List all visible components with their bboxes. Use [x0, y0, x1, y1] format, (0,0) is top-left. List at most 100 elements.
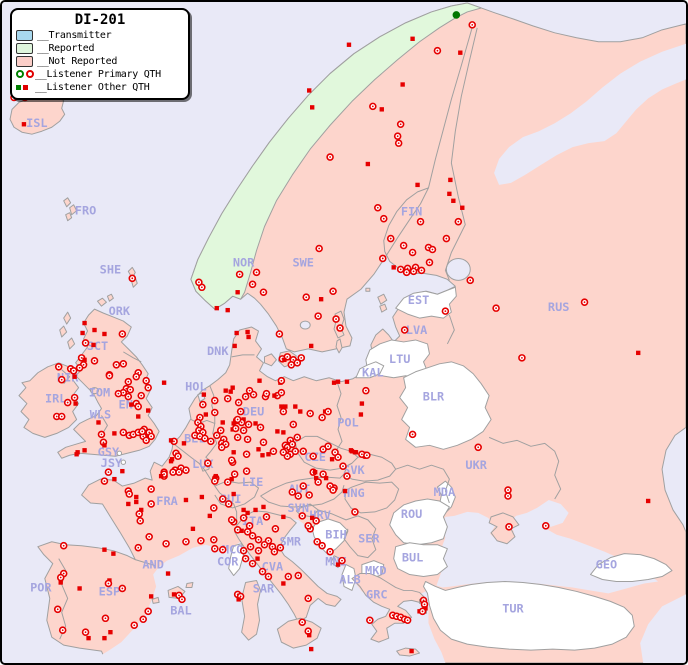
legend-label: __Listener Other QTH: [35, 81, 150, 93]
listener-primary-qth-marker: [288, 488, 297, 496]
listener-primary-qth-marker: [318, 413, 326, 422]
legend-swatch: [16, 42, 33, 54]
listener-other-qth-marker: [136, 414, 141, 419]
crimea-peninsula: [488, 512, 520, 545]
country-label-bul: BUL: [402, 551, 424, 565]
hebrides: [59, 311, 76, 350]
listener-other-qth-marker: [58, 580, 63, 585]
listener-primary-qth-marker: [144, 383, 152, 392]
listener-primary-qth-marker: [119, 428, 128, 437]
island-oland: [335, 338, 343, 354]
listener-primary-qth-marker: [104, 468, 113, 476]
legend-title: DI-201: [74, 12, 126, 28]
listener-primary-qth-marker: [134, 543, 143, 552]
country-label-nor: NOR: [233, 255, 255, 269]
listener-primary-qth-marker: [239, 514, 248, 522]
country-label-tur: TUR: [502, 601, 524, 615]
listener-other-qth-marker: [282, 357, 287, 363]
legend-label: __Listener Primary QTH: [35, 68, 161, 80]
listener-primary-qth-marker: [126, 385, 135, 394]
listener-other-qth-marker: [245, 510, 250, 516]
listener-primary-qth-marker: [408, 248, 417, 257]
listener-primary-qth-marker: [125, 490, 134, 498]
listener-other-qth-marker: [145, 408, 151, 413]
country-label-ork: ORK: [109, 304, 131, 318]
listener-primary-qth-marker: [343, 472, 351, 480]
listener-primary-qth-marker: [256, 423, 265, 432]
listener-primary-qth-marker: [212, 431, 221, 440]
listener-other-qth-marker: [228, 389, 233, 394]
country-label-geo: GEO: [596, 558, 618, 572]
southeast-corner-sea: [640, 594, 686, 663]
listener-other-qth-marker: [460, 205, 465, 210]
country-label-mkd: MKD: [365, 564, 387, 578]
listener-primary-qth-marker: [454, 217, 463, 226]
listener-other-qth-marker: [112, 476, 117, 482]
other-qth-icon: [16, 84, 35, 90]
listener-primary-qth-marker: [147, 432, 155, 441]
listener-other-qth-marker: [352, 450, 358, 455]
listener-other-qth-marker: [183, 497, 189, 503]
listener-primary-qth-marker: [264, 572, 273, 581]
listener-other-qth-marker: [168, 459, 174, 464]
country-label-ukr: UKR: [465, 458, 487, 472]
listener-primary-qth-marker: [63, 398, 72, 407]
listener-other-qth-marker: [313, 475, 319, 481]
listener-other-qth-marker: [102, 331, 107, 337]
listener-primary-qth-marker: [276, 543, 285, 552]
listener-other-qth-marker: [415, 182, 420, 188]
listener-primary-qth-marker: [139, 615, 147, 624]
listener-primary-qth-marker: [366, 616, 374, 625]
listener-primary-qth-marker: [260, 540, 269, 549]
listener-primary-qth-marker: [104, 579, 113, 588]
listener-other-qth-marker: [134, 499, 139, 505]
listener-primary-qth-marker: [100, 477, 109, 485]
listener-primary-qth-marker: [243, 435, 252, 444]
country-label-sar: SAR: [253, 581, 275, 595]
legend-label: __Transmitter: [37, 29, 112, 41]
listener-primary-qth-marker: [216, 426, 225, 435]
listener-primary-qth-marker: [259, 438, 268, 447]
listener-primary-qth-marker: [162, 539, 170, 548]
country-label-por: POR: [30, 580, 52, 594]
listener-other-qth-marker: [255, 556, 260, 561]
listener-primary-qth-marker: [118, 330, 127, 338]
listener-primary-qth-marker: [54, 363, 63, 371]
listener-primary-qth-marker: [124, 377, 133, 386]
country-label-cor: COR: [217, 555, 239, 569]
country-turkey: [423, 580, 635, 651]
listener-primary-qth-marker: [271, 525, 280, 533]
listener-other-qth-marker: [423, 606, 428, 611]
country-label-est: EST: [408, 293, 430, 307]
listener-primary-qth-marker: [433, 46, 442, 55]
primary-qth-icon: [16, 70, 35, 78]
listener-other-qth-marker: [80, 330, 85, 336]
listener-other-qth-marker: [410, 36, 415, 41]
lake-ladoga: [445, 257, 471, 281]
listener-primary-qth-marker: [182, 537, 190, 546]
listener-other-qth-marker: [391, 265, 396, 270]
listener-other-qth-marker: [199, 494, 205, 500]
listener-primary-qth-marker: [293, 359, 302, 367]
listener-primary-qth-marker: [241, 554, 250, 563]
listener-primary-qth-marker: [259, 288, 268, 297]
listener-primary-qth-marker: [425, 258, 434, 267]
listener-primary-qth-marker: [332, 315, 340, 323]
listener-primary-qth-marker: [136, 517, 145, 525]
listener-primary-qth-marker: [248, 531, 257, 540]
listener-primary-qth-marker: [58, 626, 67, 634]
island-funen: [263, 353, 277, 367]
listener-other-qth-marker: [400, 82, 405, 87]
listener-primary-qth-marker: [245, 386, 254, 395]
listener-other-qth-marker: [266, 452, 271, 457]
listener-other-qth-marker: [451, 198, 456, 203]
listener-other-qth-marker: [279, 404, 284, 409]
country-romania: [389, 498, 450, 546]
listener-primary-qth-marker: [504, 492, 512, 500]
listener-primary-qth-marker: [277, 376, 286, 385]
listener-other-qth-marker: [82, 320, 87, 326]
listener-primary-qth-marker: [138, 427, 146, 436]
legend-swatch: [16, 29, 33, 41]
country-label-swe: SWE: [292, 255, 314, 269]
